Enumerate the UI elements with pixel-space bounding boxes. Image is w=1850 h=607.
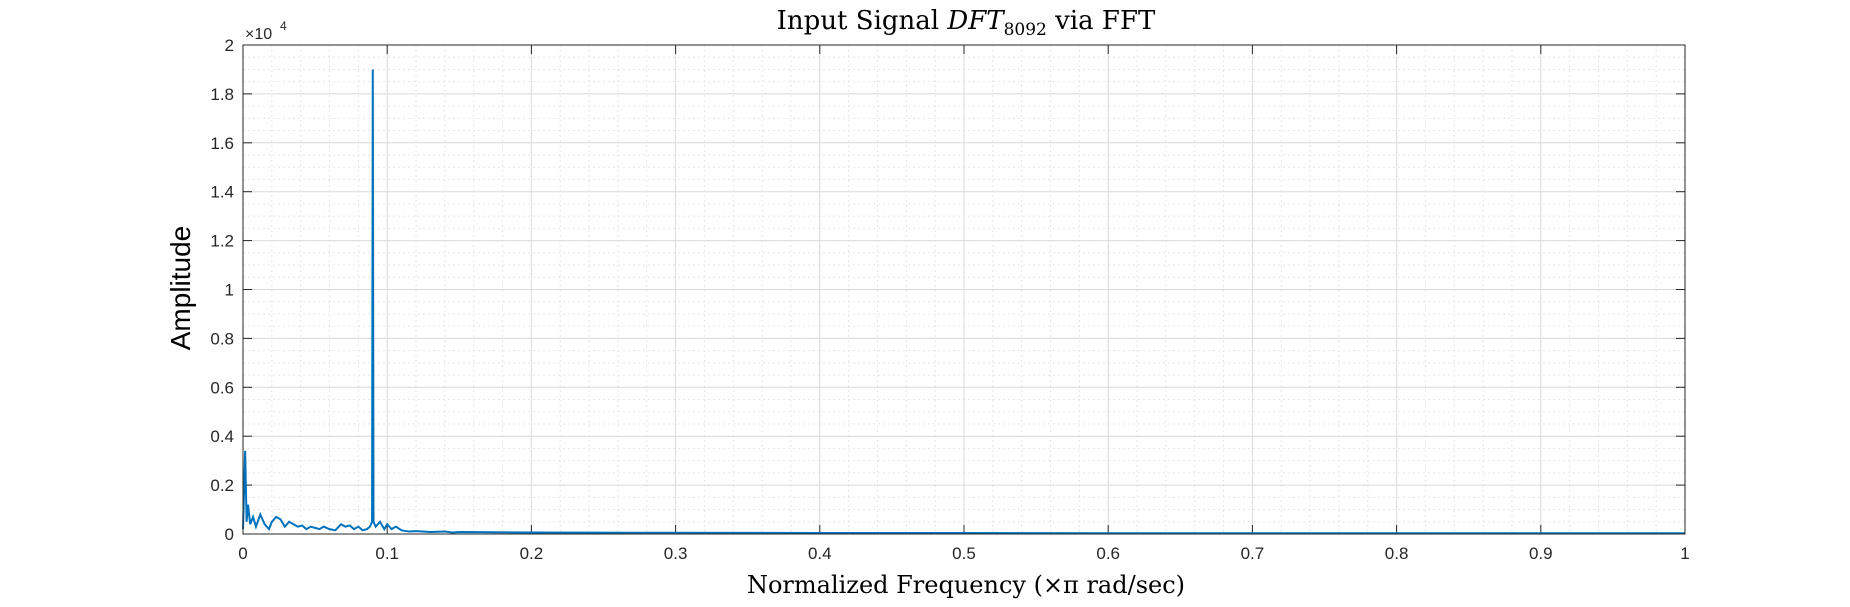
series-point [252,516,253,517]
series-point [375,526,376,527]
series-point [260,514,261,515]
chart-title: Input Signal DFT8092 via FFT [777,6,1156,40]
series-line-0 [242,69,1685,535]
y-tick-label: 0 [225,525,234,544]
series-point [310,526,311,527]
series-point [319,529,320,530]
series-point [819,532,820,533]
series-point [353,529,354,530]
series-point [302,525,303,526]
series-point [963,532,964,533]
x-tick-label: 1 [1680,544,1689,563]
series-point [247,504,248,505]
series-point [315,527,316,528]
y-tick-label: 2 [225,36,234,55]
series-point [384,529,385,530]
series-point [531,532,532,533]
series-point [430,531,431,532]
series-point [408,531,409,532]
y-tick-label: 1.4 [210,183,234,202]
title-dft: DFT [946,6,1005,36]
y-exponent-base: ×10 [245,26,272,43]
y-tick-label: 0.4 [210,427,234,446]
series-point [268,529,269,530]
y-tick-label: 1.8 [210,85,234,104]
x-tick-label: 0.5 [952,544,976,563]
x-tick-label: 0.7 [1241,544,1265,563]
series-point [284,526,285,527]
y-tick-label: 0.8 [210,329,234,348]
y-tick-label: 0.2 [210,476,234,495]
title-subscript: 8092 [1004,20,1047,40]
title-prefix: Input Signal [777,6,948,36]
series-point [369,526,370,527]
x-tick-label: 0.4 [808,544,832,563]
x-tick-label: 0.1 [375,544,399,563]
plot-area-frame [242,44,1686,535]
series-point [289,521,290,522]
series-point [293,524,294,525]
y-axis-exponent: ×10 4 [245,19,287,43]
series-point [255,526,256,527]
y-tick-label: 0.6 [210,378,234,397]
series-point [415,530,416,531]
x-tick-label: 0 [238,544,247,563]
x-axis-label: Normalized Frequency (×π rad/sec) [747,571,1185,599]
series-point [387,524,388,525]
y-exponent-power: 4 [280,19,287,33]
series-point [245,450,246,451]
x-tick-label: 0.3 [664,544,688,563]
series-point [675,532,676,533]
series-point [373,521,374,522]
series-point [280,519,281,520]
series-layer [242,69,1685,535]
series-point [358,526,359,527]
series-point [306,529,307,530]
series-point [250,524,251,525]
series-point [329,529,330,530]
title-suffix: via FFT [1047,6,1156,36]
series-point [276,516,277,517]
y-tick-label: 1.2 [210,232,234,251]
series-point [401,530,402,531]
series-point [391,529,392,530]
y-tick-label: 1 [225,281,234,300]
series-point [459,531,460,532]
series-point [264,524,265,525]
x-tick-label: 0.6 [1096,544,1120,563]
series-point [246,521,247,522]
series-point [297,526,298,527]
series-point [335,530,336,531]
series-point [379,521,380,522]
series-point [362,530,363,531]
series-point [395,526,396,527]
series-point [340,524,341,525]
tick-layer: 0 0.1 0.2 0.3 0.4 0.5 0.6 0.7 0.8 0.9 1 0 0.2 0.4 0.6 0… [210,36,1689,563]
series-point [371,521,372,522]
series-point [366,529,367,530]
y-axis-label: Amplitude [165,226,196,351]
series-point [451,532,452,533]
x-tick-label: 0.8 [1385,544,1409,563]
series-point [444,531,445,532]
series-point [323,526,324,527]
series-point [349,525,350,526]
grid-layer [242,44,1686,535]
y-tick-label: 1.6 [210,134,234,153]
series-point [372,69,373,70]
x-tick-label: 0.2 [520,544,544,563]
series-point [271,521,272,522]
x-tick-label: 0.9 [1529,544,1553,563]
series-point [345,526,346,527]
